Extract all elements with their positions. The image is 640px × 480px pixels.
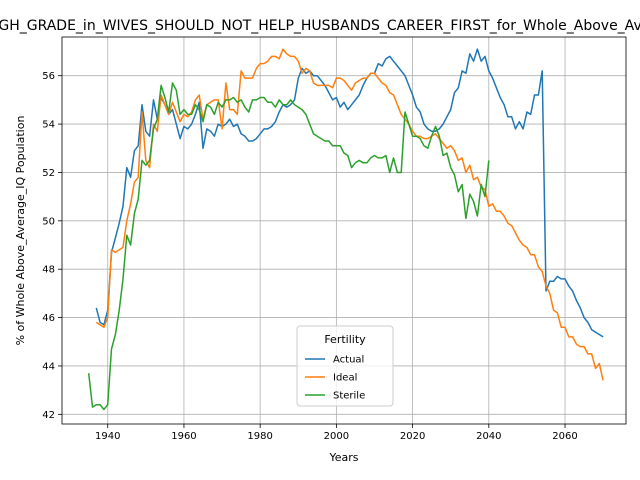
y-tick-label: 48 xyxy=(42,265,55,276)
y-tick-label: 54 xyxy=(42,120,55,131)
x-axis: 1940 1960 1980 2000 2020 2040 2060 xyxy=(95,424,578,442)
chart-title: HIGH_GRADE_in_WIVES_SHOULD_NOT_HELP_HUSB… xyxy=(0,18,640,34)
y-axis: 42 44 46 48 50 52 54 56 xyxy=(42,71,62,421)
x-tick-label: 2060 xyxy=(552,431,577,442)
grid xyxy=(62,37,626,424)
series-lines xyxy=(87,48,604,411)
x-tick-label: 2040 xyxy=(476,431,501,442)
y-tick-label: 46 xyxy=(42,313,55,324)
series-line-sterile xyxy=(87,82,490,411)
x-tick-label: 2020 xyxy=(400,431,425,442)
x-tick-label: 1980 xyxy=(247,431,272,442)
legend-label-actual: Actual xyxy=(333,355,364,366)
y-tick-label: 50 xyxy=(42,216,55,227)
legend-title: Fertility xyxy=(324,333,366,346)
y-tick-label: 52 xyxy=(42,168,55,179)
x-tick-label: 2000 xyxy=(324,431,349,442)
x-tick-label: 1960 xyxy=(171,431,196,442)
legend-box xyxy=(296,325,394,407)
y-tick-label: 56 xyxy=(42,71,55,82)
y-tick-label: 42 xyxy=(42,410,55,421)
series-line-ideal xyxy=(95,48,604,381)
series-line-actual xyxy=(95,48,604,338)
x-axis-label: Years xyxy=(328,451,358,464)
legend-label-sterile: Sterile xyxy=(333,391,365,402)
y-tick-label: 44 xyxy=(42,361,55,372)
y-axis-label: % of Whole Above_Average_IQ Population xyxy=(14,116,27,346)
plot-frame xyxy=(61,36,627,425)
legend: Fertility Actual Ideal Sterile xyxy=(296,325,394,407)
legend-label-ideal: Ideal xyxy=(333,373,357,384)
x-tick-label: 1940 xyxy=(95,431,120,442)
